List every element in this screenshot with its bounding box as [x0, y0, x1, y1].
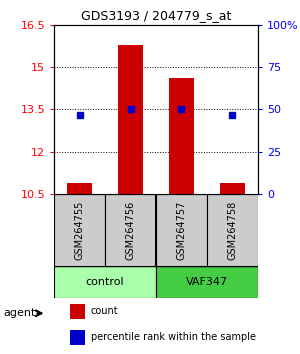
FancyBboxPatch shape [207, 194, 258, 266]
FancyBboxPatch shape [156, 266, 258, 298]
Title: GDS3193 / 204779_s_at: GDS3193 / 204779_s_at [81, 9, 231, 22]
Bar [169, 78, 194, 194]
Text: GSM264758: GSM264758 [227, 200, 238, 259]
Text: percentile rank within the sample: percentile rank within the sample [91, 332, 256, 342]
FancyBboxPatch shape [105, 194, 156, 266]
Text: GSM264755: GSM264755 [74, 200, 85, 259]
Bar [67, 183, 92, 194]
FancyBboxPatch shape [54, 194, 105, 266]
FancyBboxPatch shape [54, 266, 156, 298]
Text: GSM264757: GSM264757 [176, 200, 187, 259]
Text: GSM264756: GSM264756 [125, 200, 136, 259]
FancyBboxPatch shape [156, 194, 207, 266]
Bar [70, 304, 85, 319]
Bar [220, 183, 245, 194]
Text: VAF347: VAF347 [186, 277, 228, 287]
Text: agent: agent [3, 308, 35, 318]
Bar [118, 45, 143, 194]
Text: count: count [91, 306, 118, 316]
Text: control: control [86, 277, 124, 287]
Bar [70, 330, 85, 345]
